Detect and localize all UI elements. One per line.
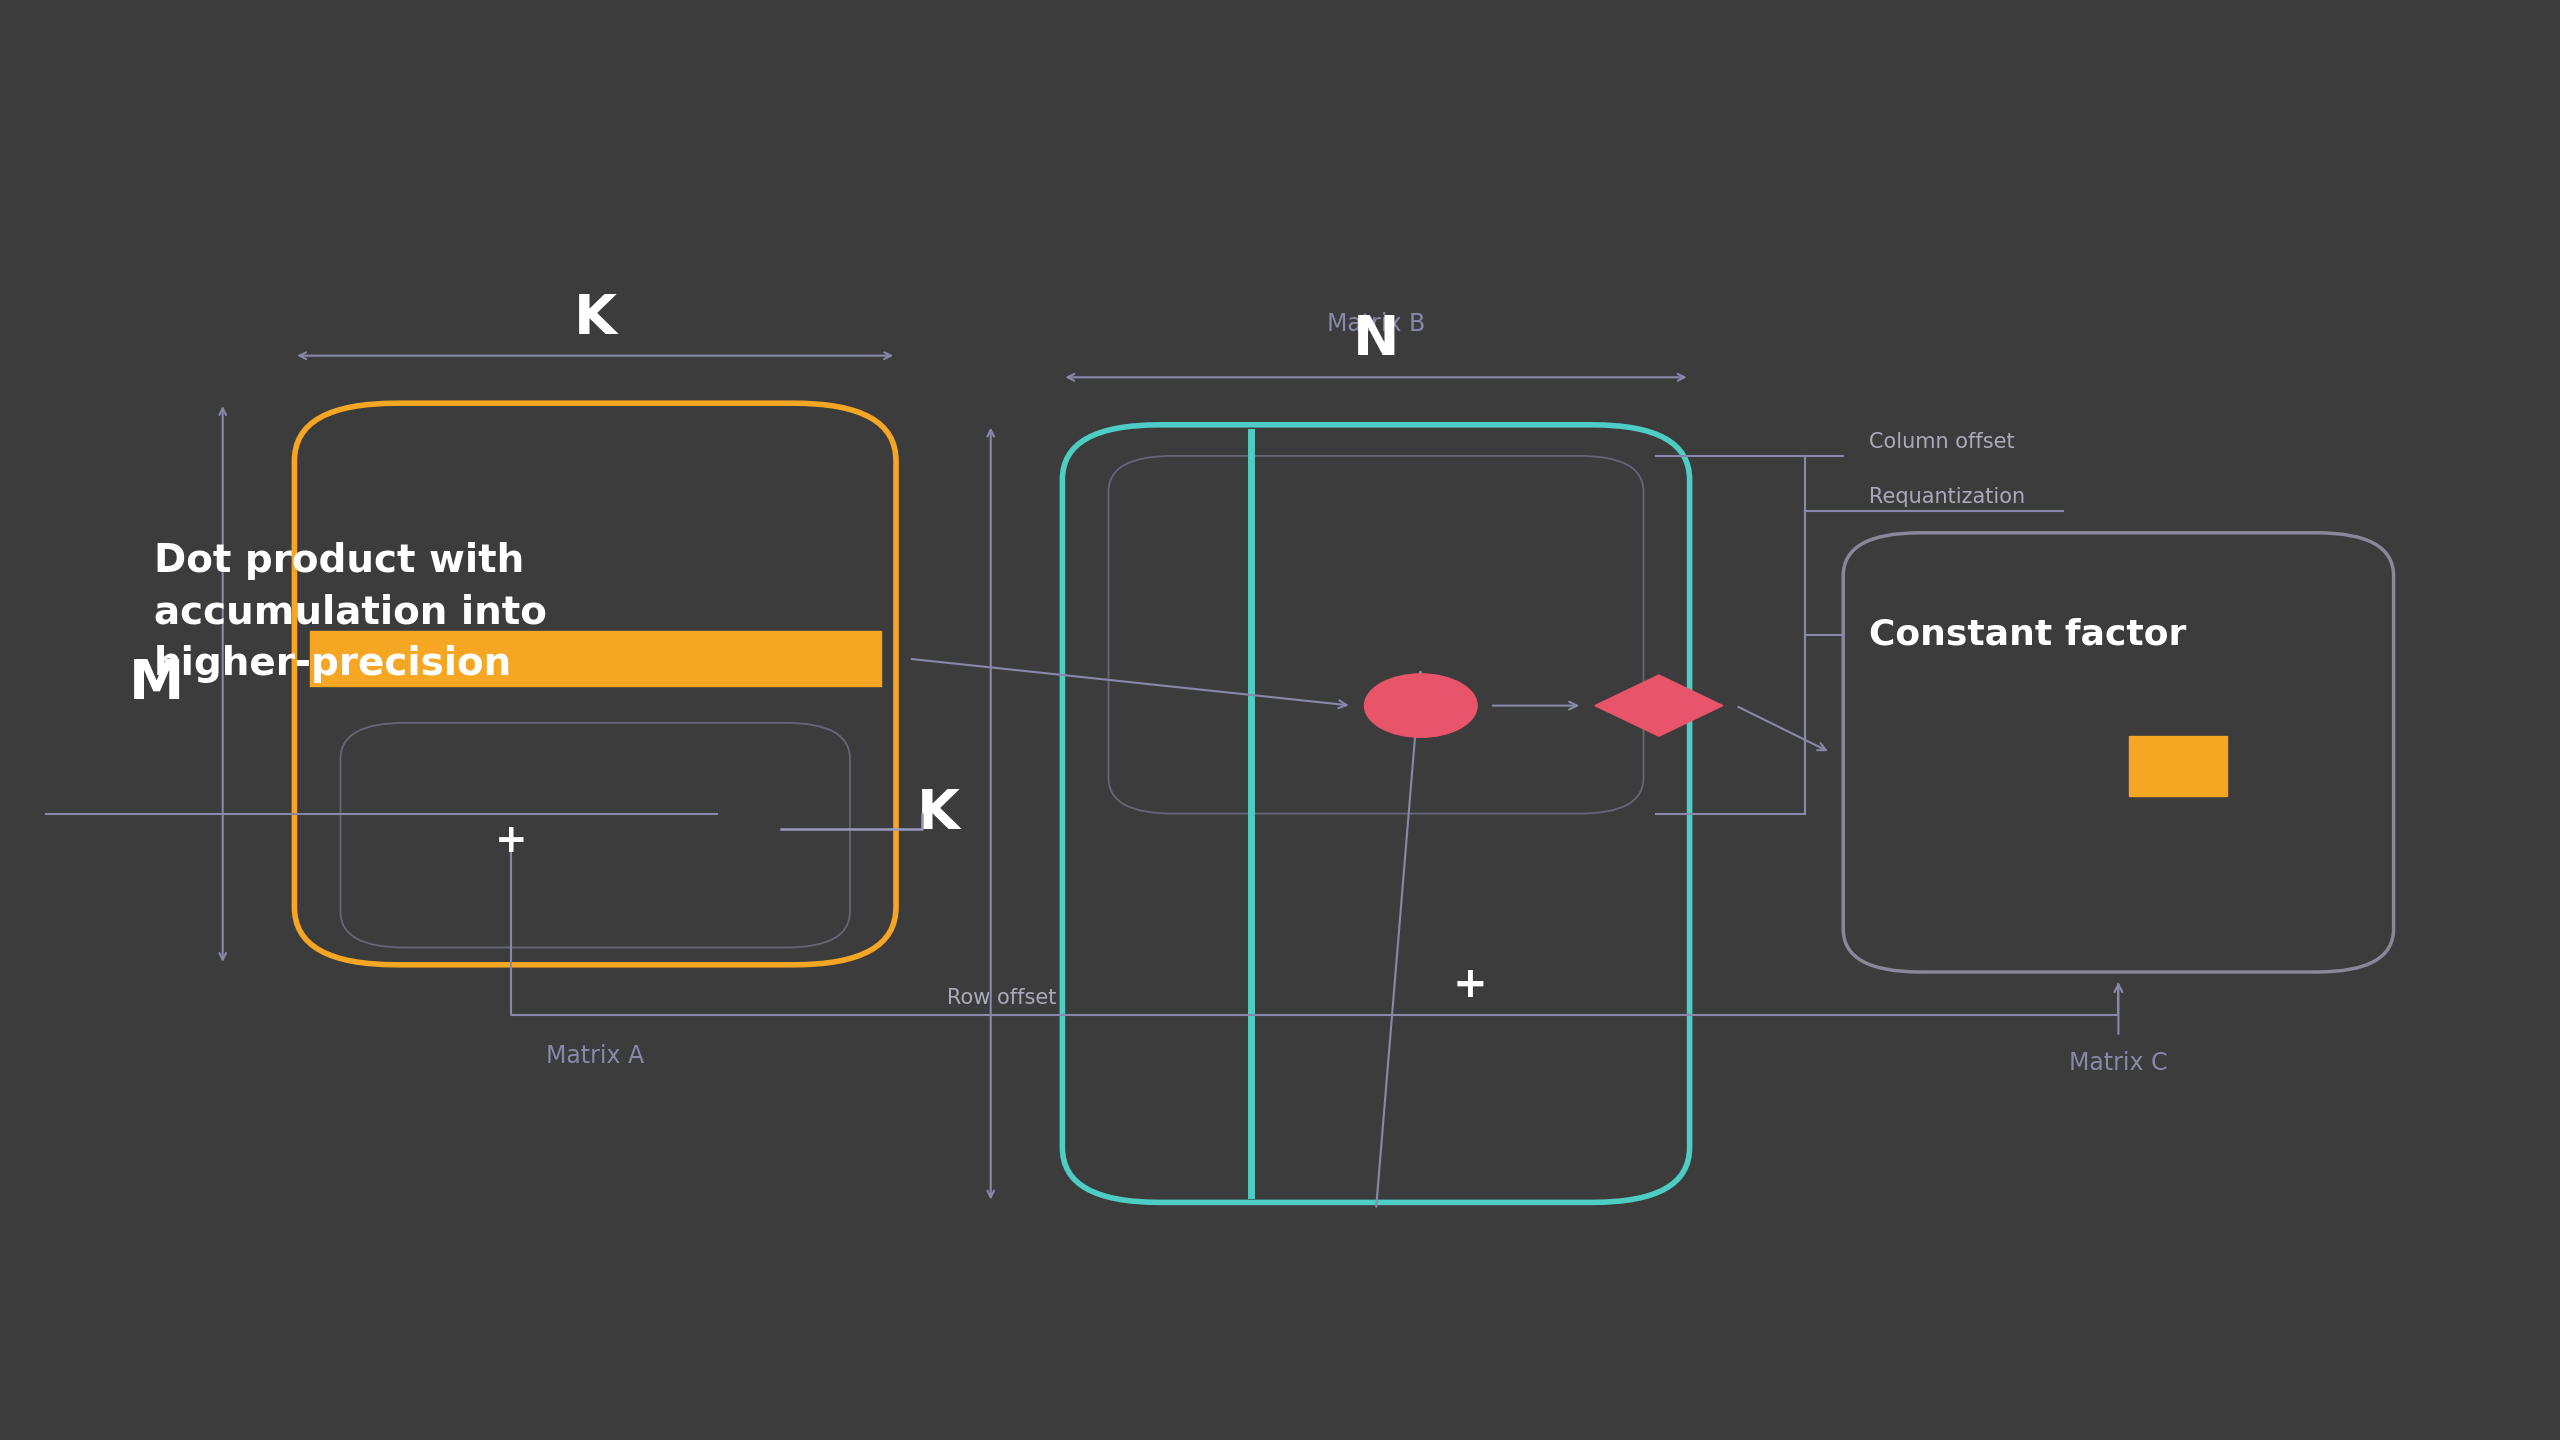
FancyBboxPatch shape xyxy=(1062,425,1690,1202)
Text: Matrix C: Matrix C xyxy=(2068,1051,2168,1076)
Text: Constant factor: Constant factor xyxy=(1869,618,2186,652)
Text: Dot product with
accumulation into
higher-precision: Dot product with accumulation into highe… xyxy=(154,541,545,683)
FancyBboxPatch shape xyxy=(1843,533,2394,972)
Text: N: N xyxy=(1352,314,1400,367)
Bar xyxy=(2130,736,2227,796)
Text: +: + xyxy=(494,822,527,860)
Polygon shape xyxy=(1595,675,1723,736)
Text: K: K xyxy=(916,786,960,841)
Text: Row offset: Row offset xyxy=(947,988,1057,1008)
FancyBboxPatch shape xyxy=(340,723,850,948)
FancyBboxPatch shape xyxy=(1108,456,1644,814)
Text: +: + xyxy=(1452,963,1487,1005)
Text: Column offset: Column offset xyxy=(1869,432,2015,452)
Circle shape xyxy=(1364,674,1477,737)
Text: Matrix A: Matrix A xyxy=(545,1044,645,1068)
Text: Matrix B: Matrix B xyxy=(1326,311,1426,336)
Text: Requantization: Requantization xyxy=(1869,487,2025,507)
FancyBboxPatch shape xyxy=(294,403,896,965)
Text: K: K xyxy=(573,291,617,346)
Text: M: M xyxy=(128,657,184,711)
